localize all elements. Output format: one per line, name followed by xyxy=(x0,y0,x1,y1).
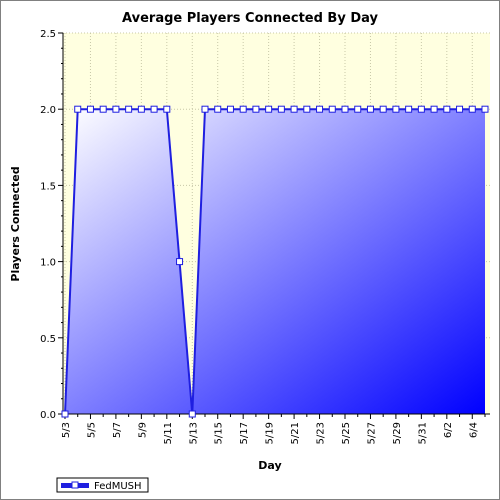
y-tick-label: 0.5 xyxy=(40,334,56,345)
legend-marker xyxy=(71,481,79,489)
series-line xyxy=(64,108,485,415)
data-point-marker xyxy=(328,105,336,113)
data-point-marker xyxy=(430,105,438,113)
data-point-marker xyxy=(74,105,82,113)
x-tick-label: 5/21 xyxy=(290,422,301,444)
data-point-marker xyxy=(150,105,158,113)
y-axis-title: Players Connected xyxy=(9,166,22,281)
x-tick-label: 5/15 xyxy=(214,422,225,444)
data-point-marker xyxy=(201,105,209,113)
data-point-marker xyxy=(239,105,247,113)
data-point-marker xyxy=(112,105,120,113)
x-tick-label: 5/25 xyxy=(341,422,352,444)
x-tick-label: 5/31 xyxy=(417,422,428,444)
x-tick-label: 5/5 xyxy=(86,422,97,438)
x-tick-label: 5/19 xyxy=(265,422,276,444)
y-tick-label: 2.5 xyxy=(40,29,56,40)
x-tick-label: 5/17 xyxy=(239,422,250,444)
x-tick-label: 6/2 xyxy=(443,422,454,438)
x-axis: 5/3 5/5 5/7 5/9 5/11 5/13 5/15 5/17 5/19 5/21 5/23… xyxy=(61,413,490,444)
data-point-marker xyxy=(379,105,387,113)
data-point-marker xyxy=(99,105,107,113)
data-point-marker xyxy=(188,410,196,418)
data-point-marker xyxy=(277,105,285,113)
data-point-marker xyxy=(163,105,171,113)
data-point-marker xyxy=(392,105,400,113)
legend-label: FedMUSH xyxy=(94,481,142,492)
data-point-marker xyxy=(316,105,324,113)
x-tick-label: 5/13 xyxy=(188,422,199,444)
data-point-marker xyxy=(176,258,184,266)
x-tick-label: 5/27 xyxy=(366,422,377,444)
data-point-marker xyxy=(61,410,69,418)
x-tick-label: 5/11 xyxy=(163,422,174,444)
x-tick-label: 5/23 xyxy=(316,422,327,444)
data-point-marker xyxy=(366,105,374,113)
y-axis: 0.0 0.5 1.0 1.5 2.0 2.5 xyxy=(40,29,64,421)
x-tick-label: 6/4 xyxy=(468,422,479,438)
series-area-fill xyxy=(65,109,485,414)
x-tick-label: 5/7 xyxy=(112,422,123,438)
x-axis-title: Day xyxy=(258,459,281,472)
data-point-marker xyxy=(354,105,362,113)
x-tick-label: 5/3 xyxy=(61,422,72,438)
data-point-marker xyxy=(226,105,234,113)
data-point-marker xyxy=(417,105,425,113)
x-tick-label: 5/9 xyxy=(137,422,148,438)
data-point-marker xyxy=(303,105,311,113)
data-points xyxy=(61,105,489,418)
data-point-marker xyxy=(341,105,349,113)
data-point-marker xyxy=(405,105,413,113)
data-point-marker xyxy=(468,105,476,113)
y-tick-label: 1.5 xyxy=(40,181,56,192)
data-point-marker xyxy=(456,105,464,113)
y-tick-label: 2.0 xyxy=(40,105,56,116)
legend: FedMUSH xyxy=(56,477,149,493)
x-tick-label: 5/29 xyxy=(392,422,403,444)
data-point-marker xyxy=(137,105,145,113)
data-point-marker xyxy=(290,105,298,113)
data-point-marker xyxy=(265,105,273,113)
data-point-marker xyxy=(125,105,133,113)
data-point-marker xyxy=(252,105,260,113)
data-point-marker xyxy=(443,105,451,113)
chart-title: Average Players Connected By Day xyxy=(122,11,378,26)
data-point-marker xyxy=(481,105,489,113)
data-point-marker xyxy=(214,105,222,113)
data-point-marker xyxy=(86,105,94,113)
y-tick-label: 0.0 xyxy=(40,410,56,421)
y-tick-label: 1.0 xyxy=(40,258,56,269)
legend-box xyxy=(56,477,149,493)
area-layer xyxy=(64,108,485,415)
